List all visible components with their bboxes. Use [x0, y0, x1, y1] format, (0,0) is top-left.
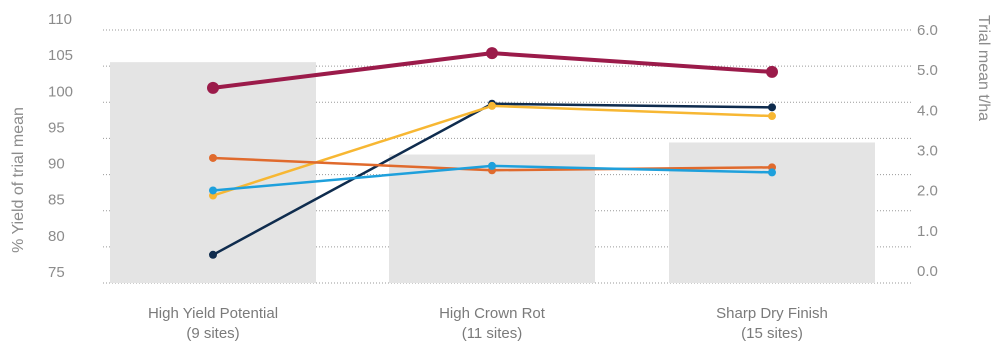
right-axis-ticks: 6.0 5.0 4.0 3.0 2.0 1.0 0.0 — [917, 22, 938, 280]
left-tick-label: 105 — [48, 47, 73, 64]
right-tick-label: 1.0 — [917, 223, 938, 240]
left-tick-label: 95 — [48, 119, 65, 136]
left-axis-label: % Yield of trial mean — [10, 107, 27, 253]
series-point — [486, 47, 498, 60]
category-sublabel: (15 sites) — [741, 325, 803, 342]
category-label: Sharp Dry Finish — [716, 305, 828, 322]
right-tick-label: 4.0 — [917, 102, 938, 119]
right-tick-label: 6.0 — [917, 22, 938, 39]
left-tick-label: 90 — [48, 156, 65, 173]
right-tick-label: 5.0 — [917, 62, 938, 79]
series-lines — [207, 47, 778, 259]
series-point — [488, 161, 496, 170]
series-point — [209, 186, 217, 195]
category-labels: High Yield Potential (9 sites) High Crown … — [148, 305, 828, 342]
series-point — [209, 250, 217, 259]
series-point — [209, 153, 217, 162]
left-tick-label: 85 — [48, 192, 65, 209]
category-label: High Crown Rot — [439, 305, 546, 322]
series-point — [768, 112, 776, 121]
series-point — [768, 168, 776, 177]
right-tick-label: 0.0 — [917, 263, 938, 280]
right-tick-label: 2.0 — [917, 183, 938, 200]
category-label: High Yield Potential — [148, 305, 278, 322]
series-point — [488, 101, 496, 110]
left-tick-label: 80 — [48, 228, 65, 245]
left-tick-label: 100 — [48, 83, 73, 100]
series-point — [207, 81, 219, 94]
category-sublabel: (9 sites) — [186, 325, 239, 342]
left-tick-label: 110 — [48, 11, 72, 28]
right-tick-label: 3.0 — [917, 143, 938, 160]
series-point — [768, 103, 776, 112]
series-point — [766, 65, 778, 78]
left-tick-label: 75 — [48, 264, 65, 281]
category-sublabel: (11 sites) — [462, 325, 523, 342]
bar — [389, 154, 595, 283]
right-axis-label: Trial mean t/ha — [975, 15, 992, 121]
left-axis-ticks: 110 105 100 95 90 85 80 75 — [48, 11, 73, 281]
